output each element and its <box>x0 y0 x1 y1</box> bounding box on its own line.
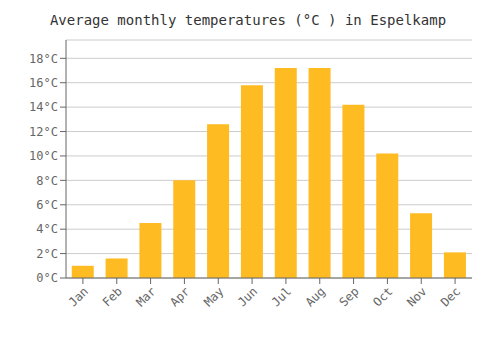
svg-text:Jul: Jul <box>269 284 294 309</box>
svg-text:Jun: Jun <box>235 284 260 309</box>
svg-text:Mar: Mar <box>133 284 158 309</box>
svg-text:6°C: 6°C <box>36 198 58 212</box>
svg-text:Aug: Aug <box>303 284 328 309</box>
svg-text:18°C: 18°C <box>29 52 58 66</box>
svg-text:Dec: Dec <box>438 284 463 309</box>
svg-text:Apr: Apr <box>167 284 192 309</box>
svg-text:16°C: 16°C <box>29 76 58 90</box>
svg-text:8°C: 8°C <box>36 174 58 188</box>
svg-text:0°C: 0°C <box>36 271 58 285</box>
svg-text:14°C: 14°C <box>29 100 58 114</box>
svg-text:2°C: 2°C <box>36 247 58 261</box>
svg-text:Feb: Feb <box>100 284 125 309</box>
svg-text:10°C: 10°C <box>29 149 58 163</box>
svg-text:Sep: Sep <box>336 284 361 309</box>
svg-text:May: May <box>201 284 226 309</box>
svg-text:12°C: 12°C <box>29 125 58 139</box>
svg-text:Oct: Oct <box>370 284 395 309</box>
svg-text:4°C: 4°C <box>36 222 58 236</box>
svg-text:Jan: Jan <box>66 284 91 309</box>
html-text:Average monthly temperatures (: Average monthly temperatures (°C ) in Es… <box>49 12 447 28</box>
svg-text:Nov: Nov <box>404 284 429 309</box>
